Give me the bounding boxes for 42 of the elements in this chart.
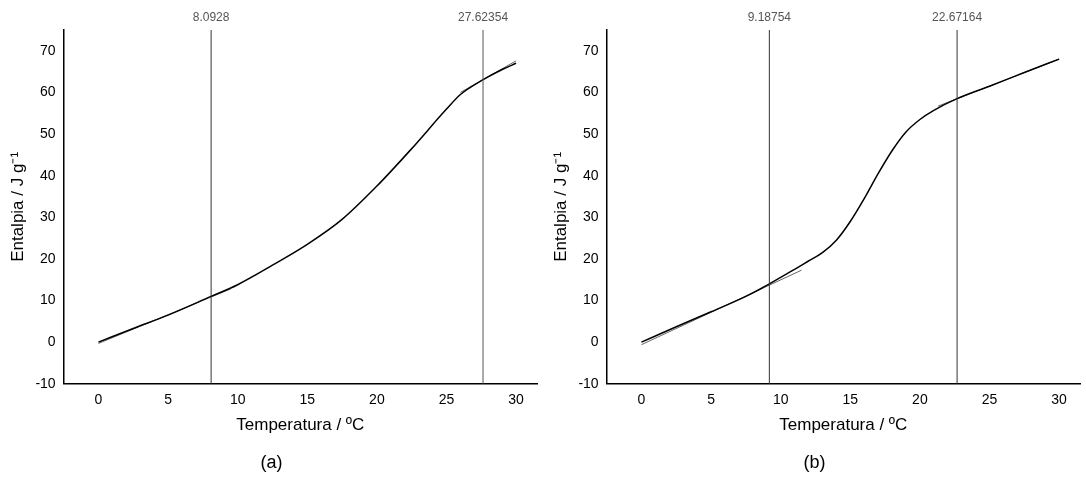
x-tick-label: 20 [369, 391, 385, 408]
y-tick-label: 0 [47, 333, 56, 350]
y-axis-title: Entalpia / J g⁻¹ [7, 151, 27, 262]
y-tick-label: 30 [583, 208, 599, 225]
y-tick-label: 20 [583, 249, 599, 266]
y-tick-label: 60 [40, 83, 56, 100]
x-tick-label: 10 [229, 391, 246, 408]
x-axis-title: Temperatura / ºC [779, 415, 908, 435]
text: (b) [802, 452, 827, 473]
x-tick-label: 25 [981, 391, 998, 408]
ref-line-label: 9.18754 [747, 10, 792, 25]
y-tick-label: 70 [40, 41, 56, 58]
ref-line-label: 27.62354 [458, 10, 509, 25]
x-tick-label: 15 [299, 391, 316, 408]
x-tick-label: 25 [438, 391, 455, 408]
y-tick-label: 50 [40, 124, 56, 141]
y-tick-label: 10 [40, 291, 56, 308]
x-tick-label: 10 [772, 391, 789, 408]
x-tick-label: 0 [94, 391, 103, 408]
y-tick-label: 40 [40, 166, 56, 183]
y-tick-label: 10 [583, 291, 599, 308]
x-tick-label: 20 [912, 391, 928, 408]
y-tick-label: 50 [583, 124, 599, 141]
ref-line-label: 8.0928 [192, 10, 230, 25]
y-tick-label: -10 [578, 374, 599, 391]
ref-line-label: 22.67164 [932, 10, 983, 25]
y-tick-label: 20 [40, 249, 56, 266]
x-tick-label: 30 [508, 391, 525, 408]
x-tick-label: 5 [164, 391, 173, 408]
x-axis-title: Temperatura / ºC [236, 415, 365, 435]
y-axis-title: Entalpia / J g⁻¹ [550, 151, 570, 262]
x-tick-label: 30 [1051, 391, 1068, 408]
y-tick-label: 60 [583, 83, 599, 100]
y-tick-label: -10 [35, 374, 56, 391]
y-tick-label: 40 [583, 166, 599, 183]
y-tick-label: 0 [590, 333, 599, 350]
x-tick-label: 5 [707, 391, 716, 408]
x-tick-label: 0 [637, 391, 646, 408]
y-tick-label: 70 [583, 41, 599, 58]
x-tick-label: 15 [842, 391, 859, 408]
text: (a) [259, 452, 284, 473]
y-tick-label: 30 [40, 208, 56, 225]
